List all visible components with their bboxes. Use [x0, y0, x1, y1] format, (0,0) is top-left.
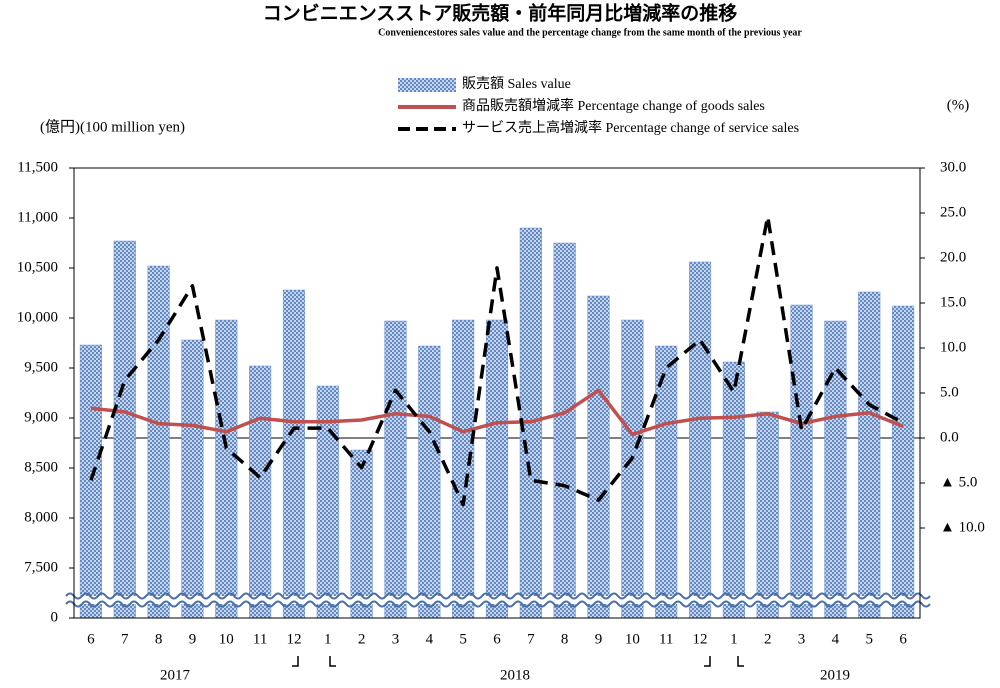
x-tick-label: 11: [253, 631, 267, 647]
x-tick-label: 6: [899, 631, 907, 647]
bar: [452, 319, 475, 619]
x-tick-label: 5: [865, 631, 873, 647]
bar: [553, 242, 576, 619]
x-tick-label: 4: [426, 631, 434, 647]
y-tick-label: 10,000: [17, 309, 58, 325]
x-tick-label: 2: [764, 631, 772, 647]
x-tick-label: 12: [693, 631, 708, 647]
y-tick-label: 10,500: [17, 259, 58, 275]
bar: [756, 411, 779, 619]
y2-axis-label: (%): [947, 97, 970, 113]
bar: [621, 319, 644, 619]
x-tick-label: 10: [625, 631, 640, 647]
x-tick-label: 5: [459, 631, 467, 647]
year-label: 2017: [160, 667, 191, 683]
y-axis-label: (億円)(100 million yen): [40, 118, 185, 135]
x-tick-label: 11: [659, 631, 673, 647]
x-tick-label: 6: [493, 631, 501, 647]
x-tick-label: 7: [527, 631, 535, 647]
y2-tick-label: 20.0: [940, 249, 966, 265]
x-tick-label: 10: [219, 631, 234, 647]
x-tick-label: 9: [595, 631, 603, 647]
y2-tick-label: 5.0: [940, 384, 959, 400]
bar: [181, 339, 204, 619]
x-tick-label: 1: [324, 631, 332, 647]
y2-tick-label: ▲ 5.0: [940, 474, 977, 490]
y-tick-label: 11,500: [17, 159, 58, 175]
bar: [249, 365, 272, 619]
bar: [655, 345, 678, 619]
line-series: [90, 388, 904, 437]
bar: [858, 291, 881, 619]
bar: [824, 320, 847, 619]
y-tick-label: 11,000: [17, 209, 58, 225]
bar: [113, 240, 136, 619]
y-tick-label: 9,500: [24, 359, 58, 375]
y-tick-label: 8,500: [24, 459, 58, 475]
x-tick-label: 1: [730, 631, 738, 647]
y2-tick-label: 10.0: [940, 339, 966, 355]
bar: [790, 304, 813, 619]
x-tick-label: 6: [87, 631, 95, 647]
bar: [688, 261, 712, 619]
bar: [418, 345, 441, 619]
x-tick-label: 7: [121, 631, 129, 647]
y-tick-label: 9,000: [24, 409, 58, 425]
x-tick-label: 4: [832, 631, 840, 647]
axis-break: [65, 592, 931, 600]
bar: [892, 305, 915, 619]
chart-subtitle: Conveniencestores sales value and the pe…: [378, 27, 802, 38]
y2-tick-label: 0.0: [940, 429, 959, 445]
bar: [722, 361, 745, 619]
legend-label: 商品販売額増減率 Percentage change of goods sale…: [462, 97, 765, 114]
bar: [485, 319, 509, 619]
y2-tick-label: 25.0: [940, 204, 966, 220]
bar: [147, 265, 170, 619]
bar: [384, 320, 407, 619]
year-separators: [292, 656, 744, 667]
x-tick-label: 3: [798, 631, 806, 647]
y2-tick-label: 30.0: [940, 159, 966, 175]
x-tick-label: 8: [561, 631, 569, 647]
bar: [350, 449, 373, 619]
plot-frame: [73, 167, 921, 619]
x-tick-label: 12: [286, 631, 301, 647]
line-series: [89, 214, 904, 507]
legend-label: 販売額 Sales value: [462, 76, 571, 92]
bar: [282, 289, 306, 619]
legend-label: サービス売上高増減率 Percentage change of service …: [462, 119, 799, 136]
bar: [215, 319, 238, 619]
y-tick-label: 7,500: [24, 559, 58, 575]
x-tick-label: 9: [189, 631, 197, 647]
year-label: 2019: [820, 667, 850, 683]
x-tick-label: 8: [155, 631, 163, 647]
x-tick-label: 3: [392, 631, 400, 647]
bar: [79, 344, 102, 619]
legend-swatch: [398, 78, 456, 92]
y2-tick-label: 15.0: [940, 294, 966, 310]
bar: [587, 295, 610, 619]
chart-title: コンビニエンスストア販売額・前年同月比増減率の推移: [263, 2, 738, 25]
year-label: 2018: [500, 667, 530, 683]
y-tick-label: 0: [51, 609, 59, 625]
y-tick-label: 8,000: [24, 509, 58, 525]
y2-tick-label: ▲ 10.0: [940, 519, 985, 535]
axis-break: [65, 600, 931, 608]
x-tick-label: 2: [358, 631, 366, 647]
